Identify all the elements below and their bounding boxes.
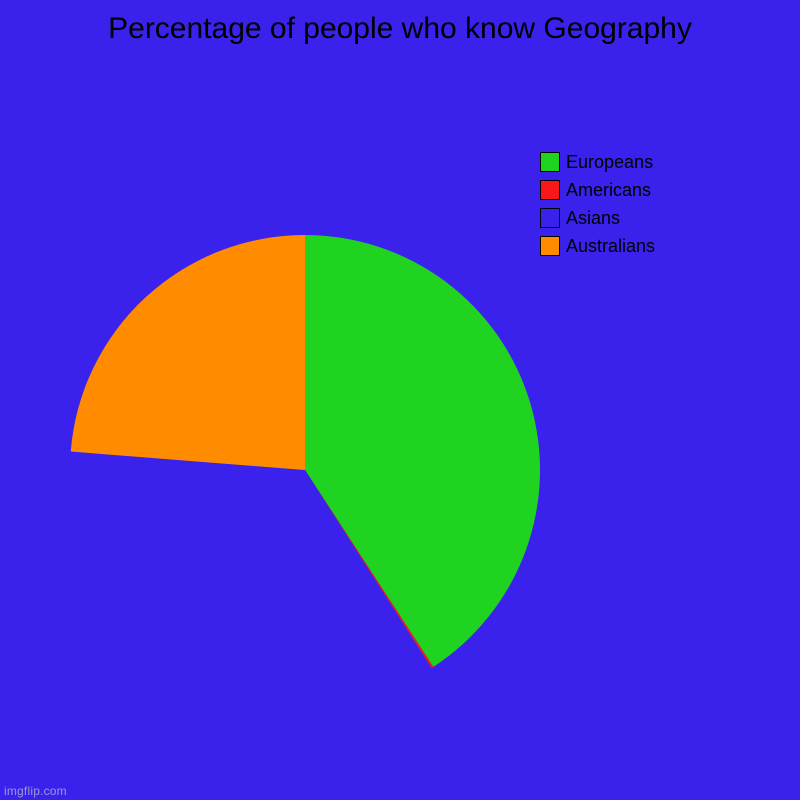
legend-label: Australians xyxy=(566,236,655,257)
legend-item: Asians xyxy=(540,204,655,232)
legend-swatch xyxy=(540,152,560,172)
legend: Europeans Americans Asians Australians xyxy=(540,148,655,260)
pie-chart xyxy=(0,0,800,800)
legend-item: Australians xyxy=(540,232,655,260)
chart-stage: Percentage of people who know Geography … xyxy=(0,0,800,800)
legend-label: Europeans xyxy=(566,152,653,173)
legend-item: Americans xyxy=(540,176,655,204)
pie-slice-australians xyxy=(71,235,305,470)
legend-swatch xyxy=(540,208,560,228)
legend-swatch xyxy=(540,236,560,256)
legend-swatch xyxy=(540,180,560,200)
legend-item: Europeans xyxy=(540,148,655,176)
legend-label: Asians xyxy=(566,208,620,229)
watermark: imgflip.com xyxy=(4,784,67,798)
legend-label: Americans xyxy=(566,180,651,201)
